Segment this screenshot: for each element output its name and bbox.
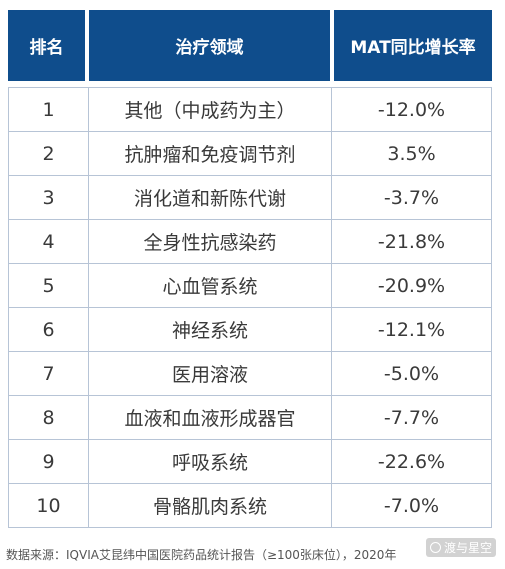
- cell-growth: -12.1%: [377, 318, 446, 341]
- table-header-row: 排名 治疗领域 MAT同比增长率: [8, 10, 492, 81]
- header-rank: 排名: [8, 10, 85, 81]
- ranking-table: 排名 治疗领域 MAT同比增长率 1 其他（中成药为主） -12.0% 2 抗肿瘤和免疫…: [8, 10, 492, 528]
- cell-growth: -3.7%: [383, 186, 440, 209]
- cell-rank: 9: [9, 440, 89, 483]
- watermark-text: 渡与星空: [444, 541, 493, 555]
- cell-rank: 3: [9, 176, 89, 219]
- cell-growth: -21.8%: [377, 230, 446, 253]
- table-row: 2 抗肿瘤和免疫调节剂 3.5%: [9, 132, 491, 176]
- cell-growth: -20.9%: [377, 274, 446, 297]
- cell-area: 医用溶液: [89, 352, 332, 395]
- wechat-icon: [430, 542, 441, 553]
- table-body: 1 其他（中成药为主） -12.0% 2 抗肿瘤和免疫调节剂 3.5% 3 消化道和新陈代谢 -…: [8, 87, 492, 528]
- cell-area: 心血管系统: [89, 264, 332, 307]
- cell-area: 骨骼肌肉系统: [89, 484, 332, 527]
- source-note: 数据来源：IQVIA艾昆纬中国医院药品统计报告（≥100张床位），2020年: [6, 548, 397, 562]
- header-area: 治疗领域: [89, 10, 330, 81]
- cell-rank: 5: [9, 264, 89, 307]
- cell-rank: 4: [9, 220, 89, 263]
- table-row: 4 全身性抗感染药 -21.8%: [9, 220, 491, 264]
- cell-growth: -7.7%: [383, 406, 440, 429]
- cell-growth: -22.6%: [377, 450, 446, 473]
- cell-rank: 6: [9, 308, 89, 351]
- table-row: 8 血液和血液形成器官 -7.7%: [9, 396, 491, 440]
- cell-growth: -7.0%: [383, 494, 440, 517]
- cell-area: 消化道和新陈代谢: [89, 176, 332, 219]
- table-row: 7 医用溶液 -5.0%: [9, 352, 491, 396]
- cell-rank: 7: [9, 352, 89, 395]
- cell-area: 全身性抗感染药: [89, 220, 332, 263]
- cell-area: 血液和血液形成器官: [89, 396, 332, 439]
- cell-rank: 2: [9, 132, 89, 175]
- table-row: 5 心血管系统 -20.9%: [9, 264, 491, 308]
- cell-growth: -12.0%: [377, 98, 446, 121]
- table-row: 1 其他（中成药为主） -12.0%: [9, 88, 491, 132]
- cell-rank: 1: [9, 88, 89, 131]
- cell-growth: 3.5%: [387, 142, 436, 165]
- cell-rank: 8: [9, 396, 89, 439]
- cell-rank: 10: [9, 484, 89, 527]
- cell-growth: -5.0%: [383, 362, 440, 385]
- cell-area: 神经系统: [89, 308, 332, 351]
- cell-area: 其他（中成药为主）: [89, 88, 332, 131]
- table-row: 9 呼吸系统 -22.6%: [9, 440, 491, 484]
- cell-area: 呼吸系统: [89, 440, 332, 483]
- header-growth: MAT同比增长率: [334, 10, 492, 81]
- watermark: 渡与星空: [426, 538, 497, 557]
- cell-area: 抗肿瘤和免疫调节剂: [89, 132, 332, 175]
- table-row: 6 神经系统 -12.1%: [9, 308, 491, 352]
- table-row: 10 骨骼肌肉系统 -7.0%: [9, 484, 491, 528]
- table-row: 3 消化道和新陈代谢 -3.7%: [9, 176, 491, 220]
